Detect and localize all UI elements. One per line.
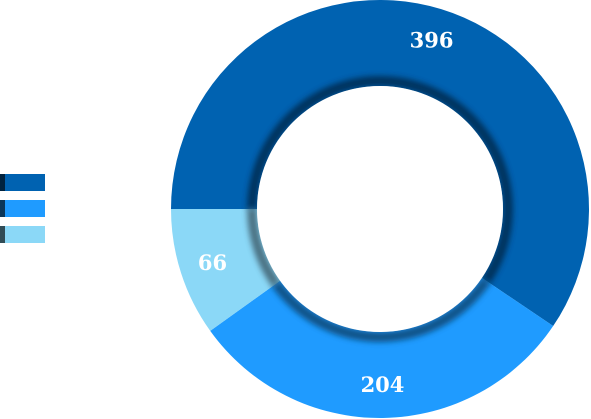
slice-label-1: 396 [410, 28, 454, 53]
legend-tick-2 [0, 200, 5, 217]
slice-label-2: 204 [361, 372, 405, 397]
slice-rim-3 [247, 209, 281, 287]
slice-rim-2 [271, 277, 491, 342]
chart-legend [0, 174, 50, 252]
donut-slice-2[interactable] [210, 277, 554, 418]
legend-tick-1 [0, 174, 5, 191]
donut-slice-1[interactable] [171, 0, 589, 327]
legend-swatch-2 [5, 200, 45, 217]
donut-hole [257, 86, 503, 332]
legend-item-2[interactable] [0, 200, 45, 217]
legend-swatch-3 [5, 226, 45, 243]
legend-swatch-1 [5, 174, 45, 191]
inner-shadow [247, 76, 513, 342]
legend-item-1[interactable] [0, 174, 45, 191]
legend-tick-3 [0, 226, 5, 243]
slice-labels: 396 204 66 [198, 28, 454, 397]
donut-slices [171, 0, 589, 418]
legend-item-3[interactable] [0, 226, 45, 243]
slice-label-3: 66 [198, 250, 227, 275]
